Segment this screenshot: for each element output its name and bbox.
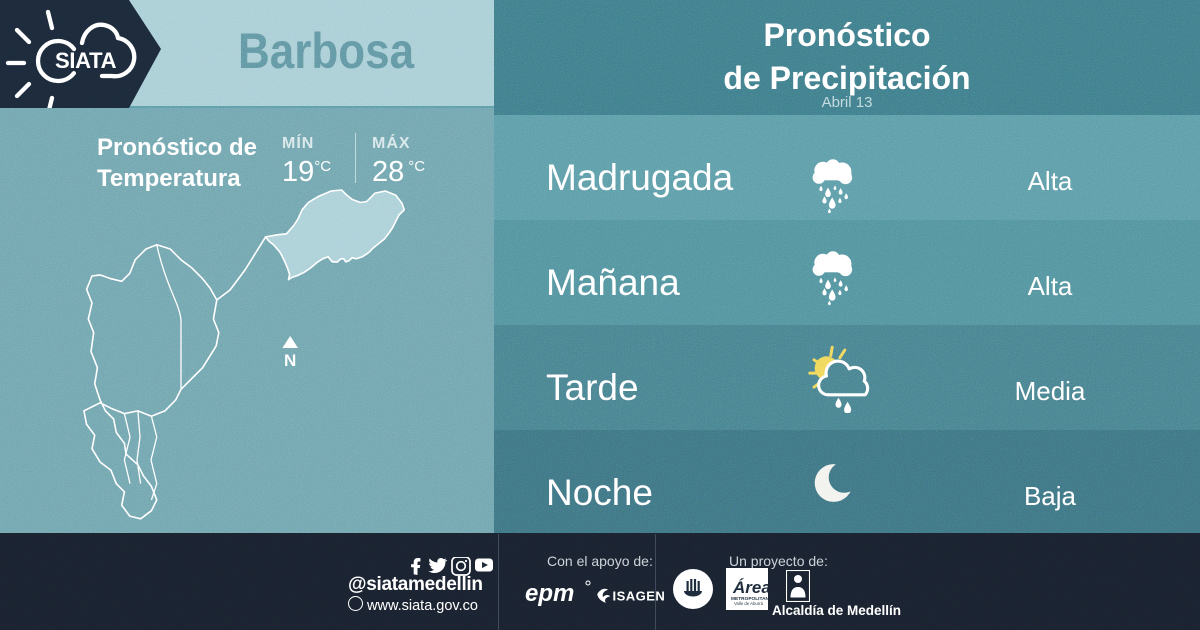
svg-text:Valle de Aburrá: Valle de Aburrá — [734, 601, 764, 606]
svg-text:Área: Área — [732, 578, 768, 597]
svg-text:epm: epm — [525, 580, 574, 607]
svg-text:N: N — [284, 351, 296, 370]
svg-text:ISAGEN: ISAGEN — [613, 589, 665, 604]
